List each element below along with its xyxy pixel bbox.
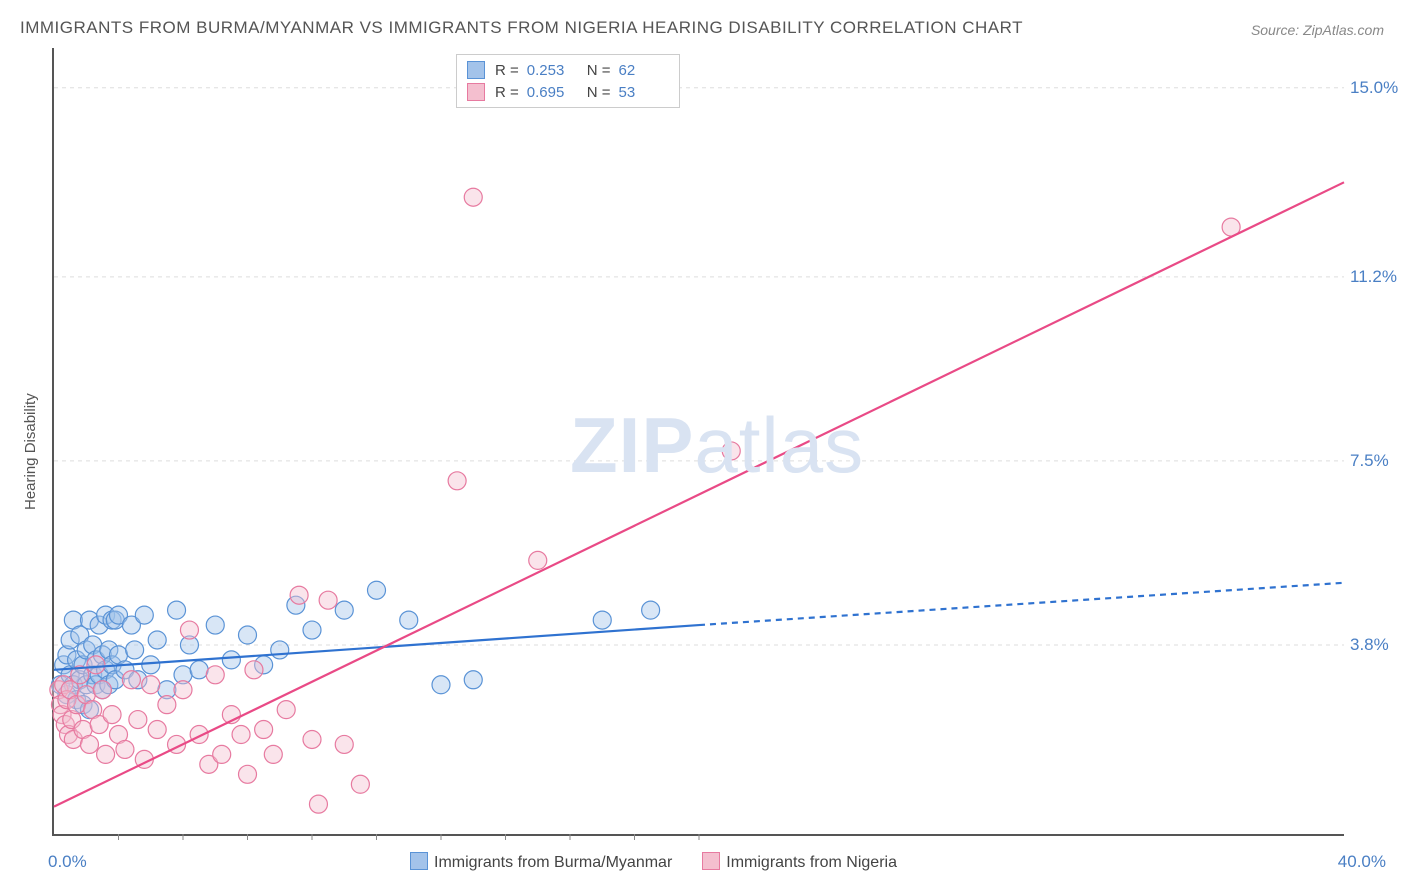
legend-swatch: [467, 83, 485, 101]
legend-r-label: R =: [495, 84, 519, 101]
legend-swatch: [702, 852, 720, 870]
legend-swatch: [467, 61, 485, 79]
y-tick-label: 11.2%: [1350, 267, 1397, 287]
legend-n-value: 62: [619, 62, 669, 79]
y-tick-label: 3.8%: [1350, 635, 1389, 655]
legend-r-label: R =: [495, 62, 519, 79]
y-axis-label: Hearing Disability: [22, 393, 39, 510]
chart-source: Source: ZipAtlas.com: [1251, 22, 1384, 38]
legend-r-value: 0.253: [527, 62, 577, 79]
legend-bottom: Immigrants from Burma/Myanmar Immigrants …: [410, 852, 897, 872]
legend-n-label: N =: [587, 62, 611, 79]
legend-r-value: 0.695: [527, 84, 577, 101]
legend-n-value: 53: [619, 84, 669, 101]
y-tick-label: 15.0%: [1350, 78, 1398, 98]
y-tick-label: 7.5%: [1350, 451, 1389, 471]
plot-svg: [54, 48, 1344, 834]
x-axis-max-label: 40.0%: [1338, 852, 1386, 872]
legend-top: R = 0.253 N = 62 R = 0.695 N = 53: [456, 54, 680, 108]
legend-top-row: R = 0.695 N = 53: [467, 81, 669, 103]
legend-n-label: N =: [587, 84, 611, 101]
plot-area: [52, 48, 1344, 836]
legend-series-name: Immigrants from Nigeria: [726, 854, 897, 871]
legend-bottom-item: Immigrants from Nigeria: [702, 852, 897, 872]
legend-bottom-item: Immigrants from Burma/Myanmar: [410, 852, 672, 872]
legend-series-name: Immigrants from Burma/Myanmar: [434, 854, 672, 871]
x-axis-min-label: 0.0%: [48, 852, 87, 872]
legend-top-row: R = 0.253 N = 62: [467, 59, 669, 81]
legend-swatch: [410, 852, 428, 870]
chart-title: IMMIGRANTS FROM BURMA/MYANMAR VS IMMIGRA…: [20, 18, 1023, 38]
